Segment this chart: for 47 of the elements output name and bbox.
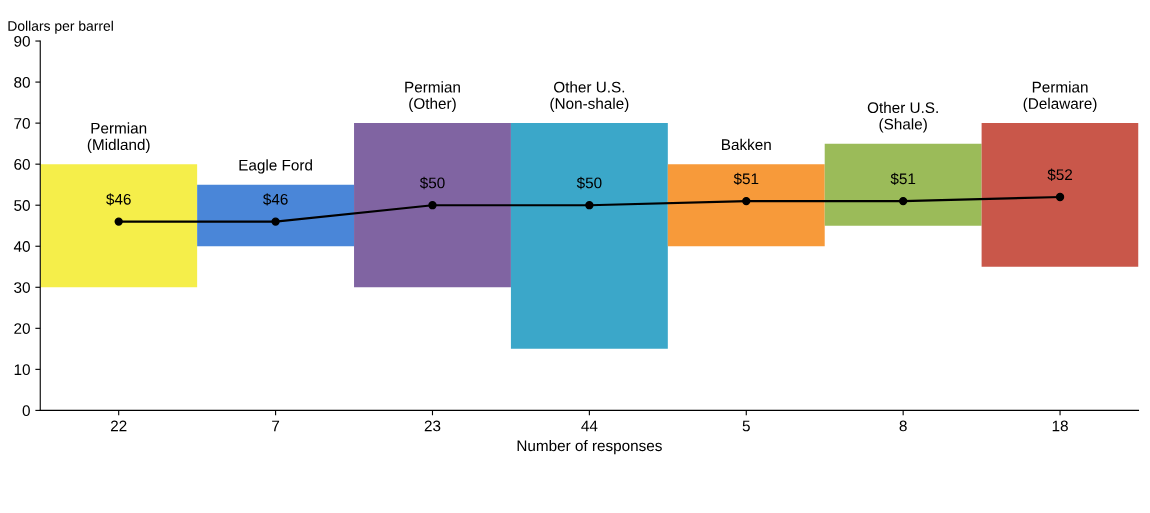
y-tick-label: 70: [14, 117, 30, 129]
y-tick-label: 30: [14, 282, 30, 293]
annotation: Permian (Delaware): [1023, 81, 1097, 112]
bar: [510, 123, 668, 349]
y-tick-label: 80: [14, 76, 30, 88]
data-label: $46: [106, 193, 131, 206]
x-tick-label: 22: [110, 420, 127, 432]
y-tick-label: 60: [14, 159, 30, 170]
x-tick-label: 44: [581, 420, 598, 432]
data-label: $51: [733, 172, 759, 186]
data-label: $50: [419, 176, 445, 190]
x-tick-label: 8: [899, 420, 907, 432]
x-tick-label: 5: [742, 420, 750, 432]
bar: [354, 123, 511, 288]
annotation: Permian (Midland): [87, 122, 150, 154]
point: [742, 196, 751, 206]
point: [114, 217, 123, 226]
y-tick-label: 40: [13, 241, 30, 252]
point: [271, 217, 280, 226]
y-tick-label: 0: [22, 405, 30, 417]
y-tick-label: 90: [14, 35, 30, 47]
y-tick-label: 10: [14, 364, 30, 376]
annotation: Eagle Ford: [239, 159, 312, 174]
bar: [667, 164, 825, 247]
bar: [824, 143, 982, 226]
x-axis-title: Number of responses: [517, 439, 662, 455]
data-label: $51: [890, 172, 916, 186]
y-axis-title: Dollars per barrel: [8, 20, 113, 34]
data-label: $46: [263, 193, 288, 206]
point: [428, 201, 437, 210]
point: [1055, 192, 1065, 202]
bar: [981, 123, 1139, 267]
annotation: Permian (Other): [405, 81, 460, 112]
annotation: Bakken: [722, 138, 771, 151]
x-tick-label: 18: [1052, 420, 1068, 432]
bar: [197, 184, 355, 247]
x-tick-label: 7: [272, 420, 280, 432]
x-tick-label: 23: [424, 420, 441, 432]
annotation: Other U.S. (Shale): [867, 101, 938, 133]
annotation: Other U.S. (Non-shale): [550, 81, 629, 112]
data-label: $52: [1047, 168, 1073, 181]
y-tick-label: 50: [14, 200, 30, 211]
data-label: $50: [576, 176, 602, 190]
point: [898, 196, 908, 206]
point: [585, 201, 594, 210]
y-tick-label: 20: [14, 323, 30, 335]
bar: [40, 164, 198, 288]
